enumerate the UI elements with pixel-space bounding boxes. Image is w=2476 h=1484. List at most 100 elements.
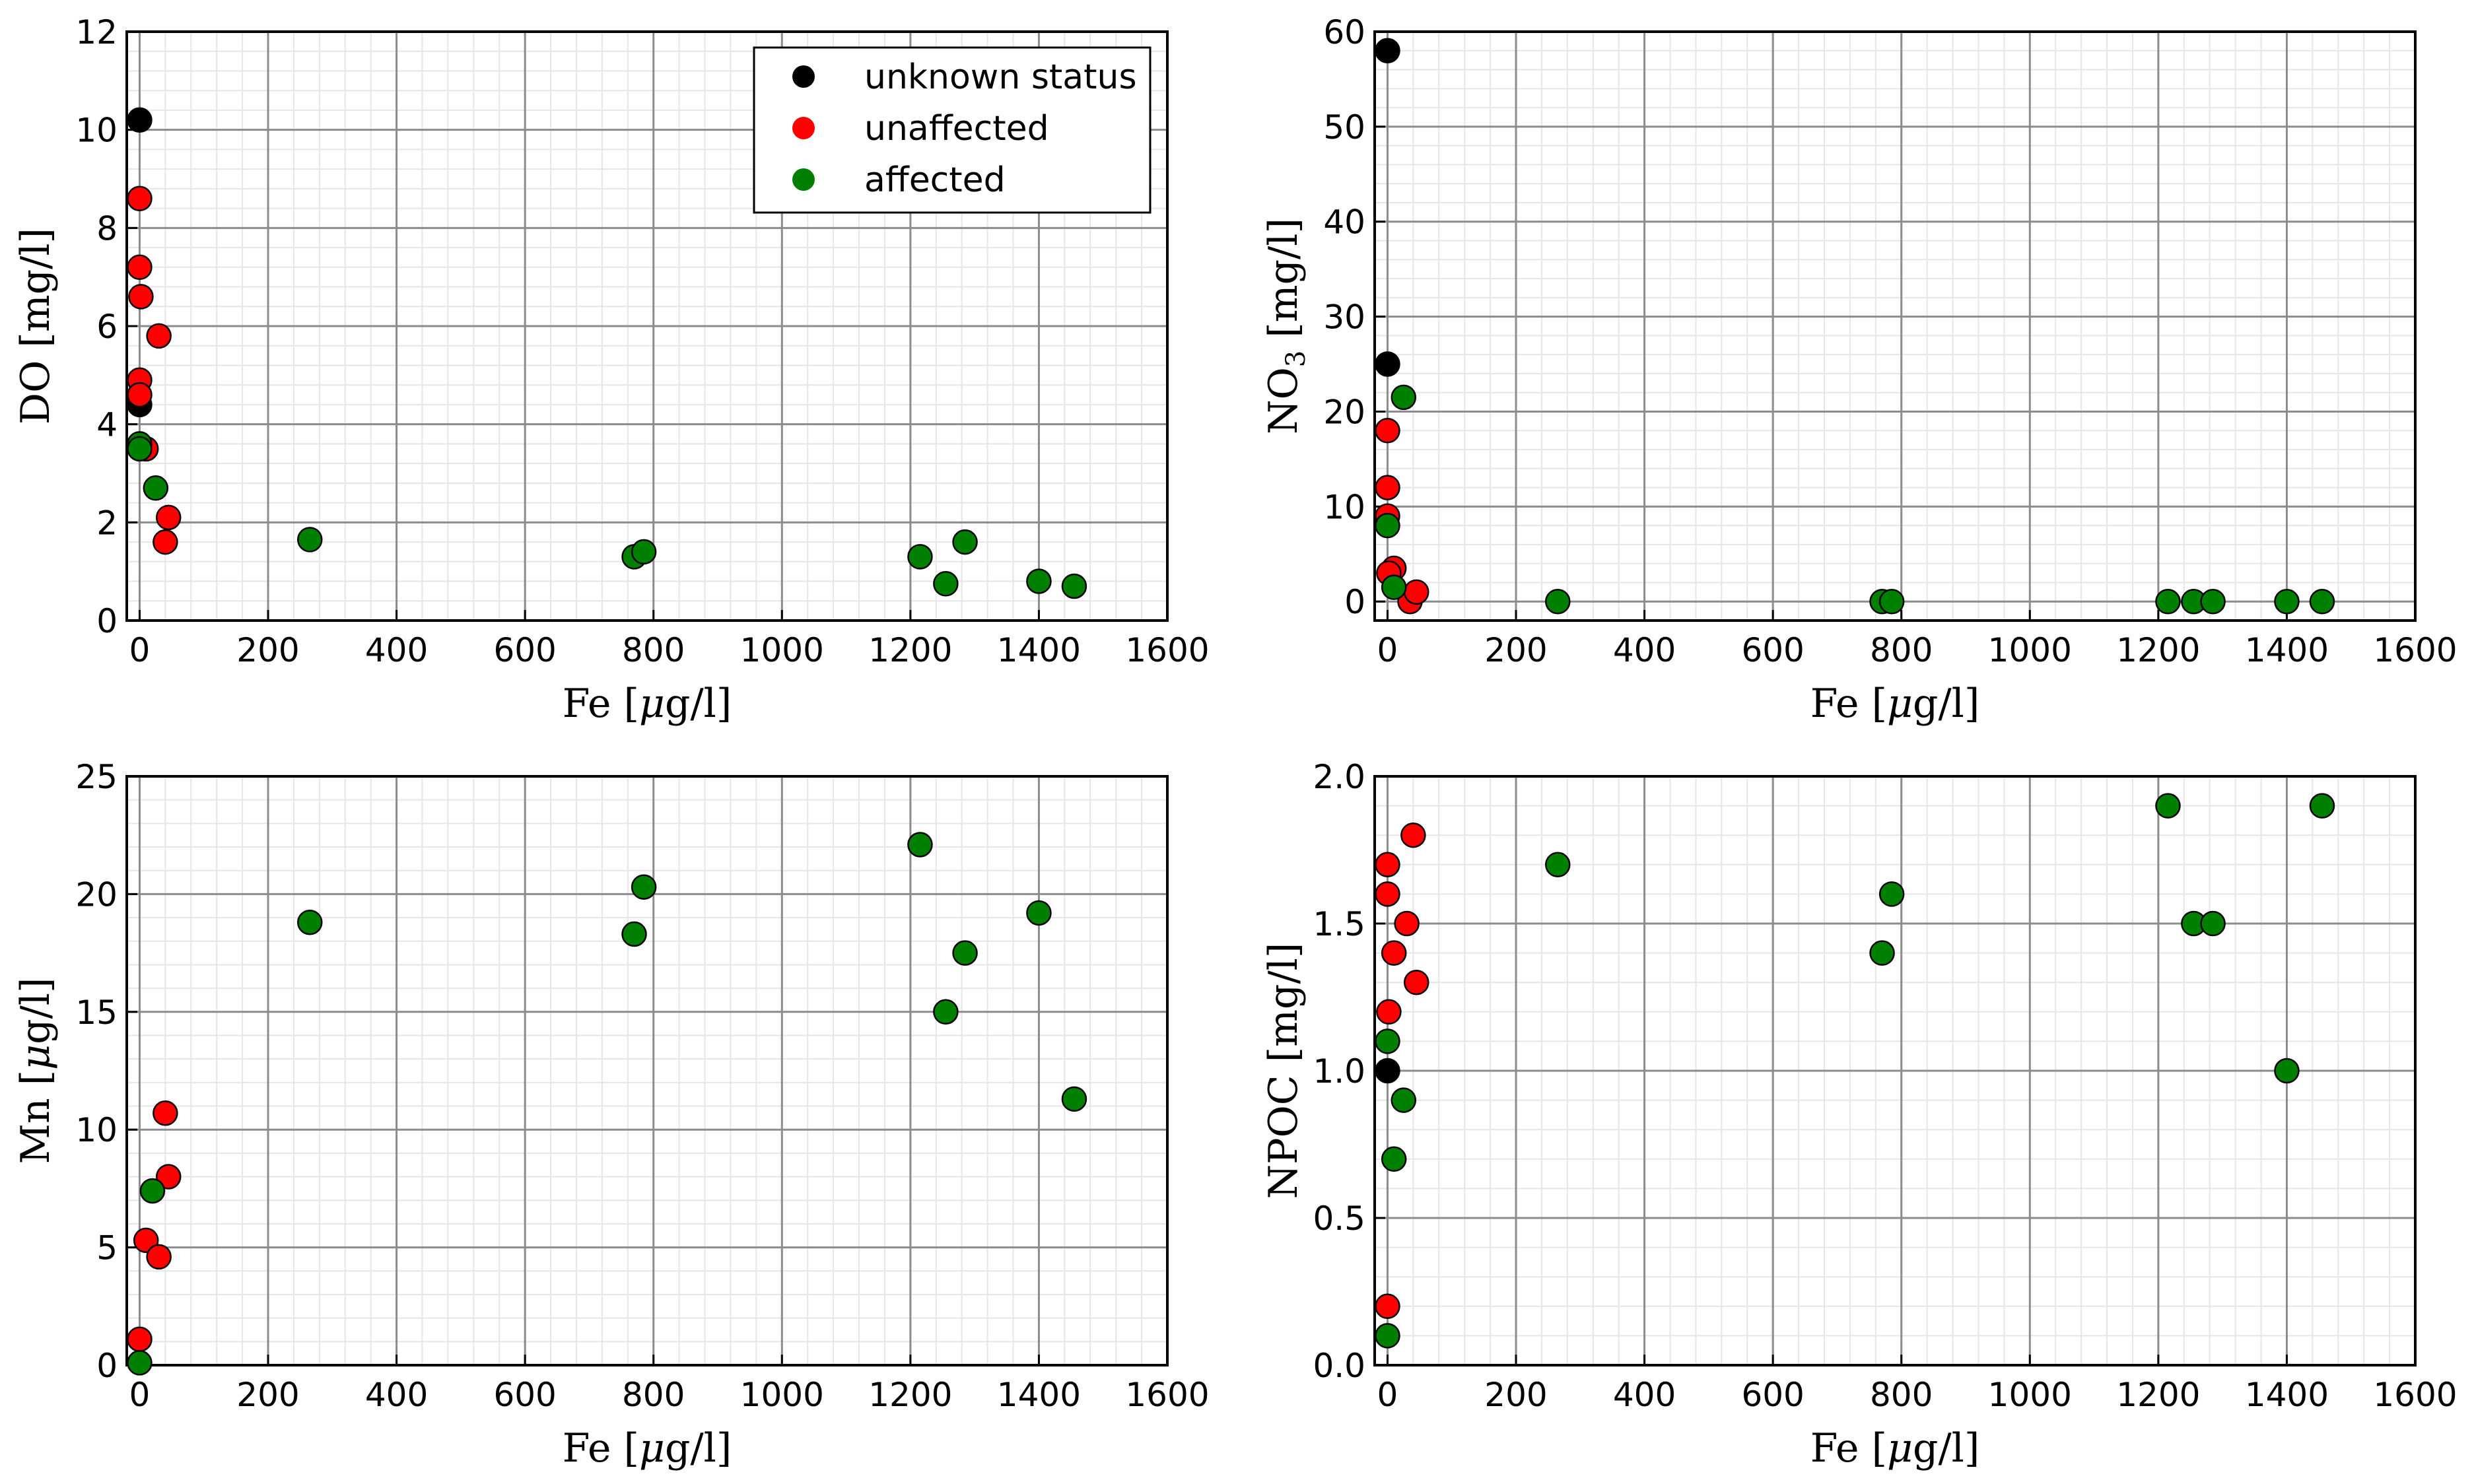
legend-marker [792, 117, 815, 139]
data-point [1375, 512, 1400, 539]
data-point [127, 1326, 153, 1353]
y-tick-label: 0 [96, 602, 118, 640]
data-point [1375, 1323, 1400, 1349]
y-tick-label: 10 [1323, 488, 1365, 526]
series-unaffected [1375, 822, 1429, 1320]
data-point [153, 1100, 178, 1126]
x-tick-label: 1200 [2116, 1376, 2200, 1414]
data-point [907, 832, 933, 858]
data-point [952, 529, 978, 555]
x-tick-label: 400 [365, 1376, 428, 1414]
x-tick-label: 200 [236, 631, 299, 669]
data-point [2309, 588, 2335, 615]
y-tick-label: 0.5 [1313, 1199, 1365, 1238]
data-point [1391, 1087, 1417, 1113]
data-point [1878, 588, 1905, 615]
y-tick-label: 4 [96, 406, 118, 444]
data-point [127, 107, 153, 133]
series-affected [1375, 384, 2335, 615]
legend-marker [792, 65, 815, 88]
data-point [1375, 38, 1400, 64]
y-tick-label: 20 [1323, 393, 1365, 431]
x-tick-label: 1600 [2373, 631, 2457, 669]
legend: unknown status unaffected affected [753, 46, 1152, 214]
x-tick-label: 1400 [997, 631, 1081, 669]
y-tick-label: 12 [75, 13, 118, 51]
x-tick-label: 0 [1377, 1376, 1398, 1414]
data-point [631, 874, 657, 900]
x-tick-label: 200 [1484, 1376, 1547, 1414]
chart-panel-3: 0 200 400 600 800 1000 1200 1400 1600 0 5 10 15 20 25 F… [13, 758, 1210, 1471]
data-point [1878, 881, 1905, 907]
x-tick-label: 0 [1377, 631, 1398, 669]
series-unknown-status [1375, 1058, 1400, 1084]
y-tick-label: 25 [75, 758, 118, 796]
x-tick-label: 0 [129, 631, 151, 669]
series-unaffected [127, 186, 182, 555]
major-grid [127, 775, 1169, 1366]
series-affected [127, 431, 1087, 599]
legend-box [753, 46, 1152, 214]
x-tick-label: 1000 [740, 1376, 824, 1414]
data-point [1375, 475, 1400, 500]
x-tick-label: 800 [622, 1376, 685, 1414]
data-point [933, 571, 959, 597]
x-tick-label: 800 [1870, 631, 1933, 669]
x-tick-label: 600 [493, 1376, 556, 1414]
x-axis-label: Fe [μg/l] [1810, 1425, 1980, 1471]
series-affected [1375, 793, 2335, 1349]
x-tick-label: 1600 [1125, 631, 1209, 669]
y-tick-label: 40 [1323, 203, 1365, 242]
data-point [1545, 852, 1571, 878]
series-affected [127, 832, 1087, 1376]
data-point [1376, 999, 1402, 1025]
y-tick-label: 6 [96, 308, 118, 346]
data-point [127, 436, 153, 462]
y-tick-label: 50 [1323, 108, 1365, 147]
data-point [127, 186, 153, 211]
y-tick-label: 1.0 [1313, 1052, 1365, 1091]
data-point [1394, 910, 1420, 937]
x-tick-label: 400 [365, 631, 428, 669]
data-point [1381, 574, 1407, 600]
data-point [1375, 1029, 1400, 1054]
chart-panel-2: 0 200 400 600 800 1000 1200 1400 1600 0 10 20 30 40 50… [1260, 13, 2458, 727]
data-point [1026, 900, 1052, 926]
data-point [2274, 1058, 2300, 1084]
data-point [621, 921, 647, 947]
y-tick-label: 8 [96, 209, 118, 248]
data-point [631, 539, 657, 565]
x-tick-label: 800 [622, 631, 685, 669]
x-tick-label: 400 [1613, 1376, 1676, 1414]
data-point [2309, 793, 2335, 819]
y-tick-label: 2 [96, 504, 118, 542]
y-tick-label: 0 [96, 1347, 118, 1385]
x-tick-label: 1000 [1988, 1376, 2072, 1414]
minor-grid [127, 776, 1168, 1366]
legend-marker [792, 168, 815, 191]
data-point [1400, 822, 1426, 848]
x-tick-label: 1200 [868, 631, 952, 669]
data-point [1403, 579, 1429, 605]
plot-frame [125, 30, 1169, 622]
data-point [1061, 573, 1087, 599]
data-point [155, 504, 182, 531]
y-tick-label: 20 [75, 875, 118, 914]
chart-panel-4: 0 200 400 600 800 1000 1200 1400 1600 0.0 0.5 1.0 1.… [1260, 758, 2458, 1471]
y-tick-label: 5 [96, 1229, 118, 1267]
x-tick-label: 1200 [2116, 631, 2200, 669]
data-point [1381, 940, 1407, 966]
x-tick-label: 1000 [1988, 631, 2072, 669]
data-point [127, 254, 153, 281]
major-grid [1375, 30, 2417, 621]
x-tick-label: 200 [1484, 631, 1547, 669]
x-tick-label: 600 [1741, 631, 1804, 669]
y-axis-label: NPOC [mg/l] [1260, 943, 1307, 1199]
y-axis-label: Mn [μg/l] [13, 978, 59, 1164]
data-point [1545, 588, 1571, 615]
data-point [1375, 418, 1400, 444]
legend-label: affected [864, 160, 1006, 200]
chart-panel-1: 0 200 400 600 800 1000 1200 1400 1600 0 2 4 6 8 10 12 Fe… [13, 13, 1210, 727]
y-axis-label: NO3 [mg/l] [1260, 218, 1311, 434]
